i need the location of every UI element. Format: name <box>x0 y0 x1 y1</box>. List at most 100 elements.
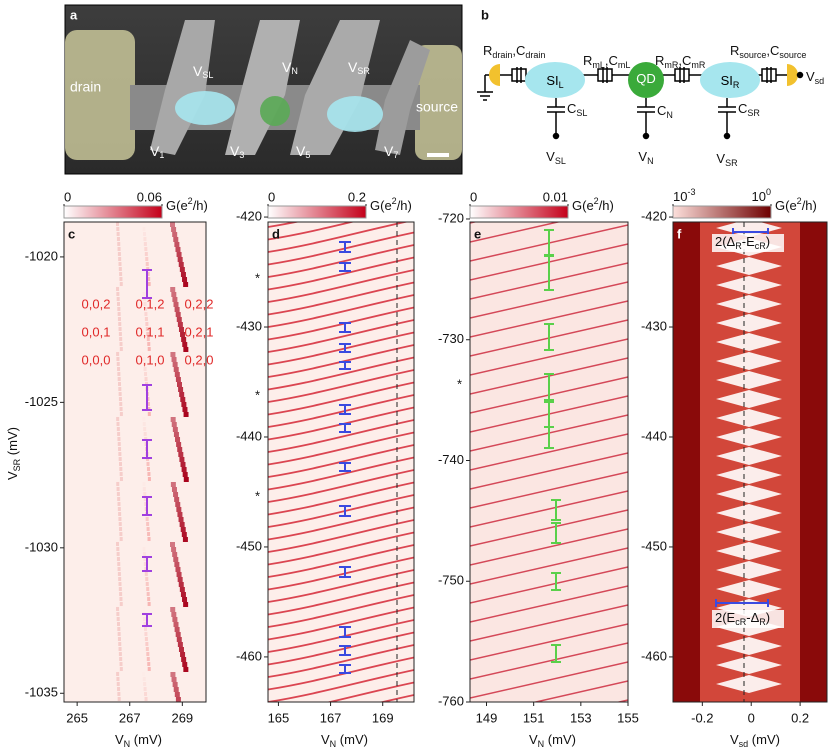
text-part: 0 <box>766 187 771 197</box>
pixel <box>172 297 178 302</box>
pixel <box>172 427 178 432</box>
pixel <box>176 507 182 512</box>
pixel <box>176 442 182 447</box>
y-tick-label: -740 <box>438 452 464 467</box>
resonance <box>268 631 414 666</box>
asterisk: * <box>255 387 260 402</box>
pixel <box>144 377 148 381</box>
colorbar-tick-label: 0.06 <box>137 189 162 204</box>
pixel <box>180 332 186 337</box>
pixel <box>117 252 121 256</box>
text-part: V <box>296 143 306 159</box>
pixel <box>179 267 185 272</box>
x-tick-label: 267 <box>119 710 141 725</box>
text-part: V <box>150 143 160 159</box>
gate-label: VN​ <box>282 59 298 77</box>
resonance <box>470 566 628 604</box>
text-part: ) <box>766 610 770 625</box>
pixel <box>116 547 120 551</box>
y-tick-label: -420 <box>641 208 667 223</box>
pixel <box>116 487 120 491</box>
diamond <box>716 390 782 408</box>
pixel <box>143 622 147 626</box>
pixel <box>143 237 147 241</box>
text-part: mL <box>592 60 605 70</box>
diamond <box>716 637 782 655</box>
error-bar <box>544 323 554 351</box>
state-label: 0,1,2 <box>136 296 165 311</box>
pixel <box>118 262 122 266</box>
resonance <box>268 319 414 353</box>
resonance <box>268 619 414 653</box>
pixel <box>119 602 123 606</box>
pixel <box>180 527 186 532</box>
pixel <box>145 647 149 651</box>
colorbar <box>672 205 772 219</box>
text-part: SR <box>12 458 22 471</box>
state-label: 0,2,0 <box>185 352 214 367</box>
pixel <box>173 557 179 562</box>
pixel <box>118 327 122 331</box>
colorbar-tick-label: 0 <box>268 189 275 204</box>
error-bar <box>142 269 152 299</box>
heatmap-bg <box>470 222 628 702</box>
heatmap <box>470 222 628 702</box>
pixel <box>118 647 122 651</box>
pixel <box>143 687 147 691</box>
pixel <box>145 257 149 261</box>
pixel <box>119 477 123 481</box>
pixel <box>147 532 151 536</box>
text-part: C <box>657 103 666 118</box>
y-tick-label: -1035 <box>25 685 58 700</box>
text-part: drain <box>492 50 512 60</box>
y-tick-label: -450 <box>641 538 667 553</box>
pixel <box>170 482 176 487</box>
pixel <box>116 237 120 241</box>
pixel <box>175 437 181 442</box>
pixel <box>174 242 180 247</box>
pixel <box>119 592 123 596</box>
pixel <box>117 302 120 306</box>
text-part: 1 <box>159 150 164 160</box>
pixel <box>143 307 147 311</box>
diamond <box>716 352 782 370</box>
pixel <box>117 247 121 251</box>
text-part: -Δ <box>746 610 759 625</box>
text-part: sd <box>815 76 825 86</box>
text-part: V <box>193 63 203 79</box>
resonance <box>268 519 414 553</box>
pixel <box>118 332 122 336</box>
pixel <box>117 562 121 566</box>
pixel <box>119 347 123 351</box>
pixel <box>116 682 120 686</box>
pixel <box>142 417 145 421</box>
text-part: 10 <box>752 189 766 204</box>
pixel <box>143 492 147 496</box>
pixel <box>116 222 119 226</box>
pixel <box>143 497 147 501</box>
pixel <box>177 382 182 387</box>
error-bar <box>339 361 351 370</box>
y-tick-label: -430 <box>641 318 667 333</box>
y-tick-label: -440 <box>236 428 262 443</box>
text-part: V <box>115 732 124 747</box>
pixel <box>118 642 122 646</box>
error-bar <box>339 241 351 253</box>
label-bg <box>712 234 784 252</box>
text-part: mL <box>618 60 631 70</box>
text-part: 2 <box>797 196 802 206</box>
pixel <box>142 227 145 231</box>
pixel <box>171 612 177 617</box>
pixel <box>176 637 182 642</box>
pixel <box>147 342 151 346</box>
y-tick-label: -760 <box>438 693 464 708</box>
pixel <box>183 477 189 482</box>
error-bar <box>339 462 351 472</box>
y-tick-label: -450 <box>236 538 262 553</box>
pixel <box>182 342 188 347</box>
pixel <box>143 682 147 686</box>
pixel <box>182 407 188 412</box>
pixel <box>119 597 123 601</box>
pixel <box>175 567 181 572</box>
pixel <box>177 577 183 582</box>
